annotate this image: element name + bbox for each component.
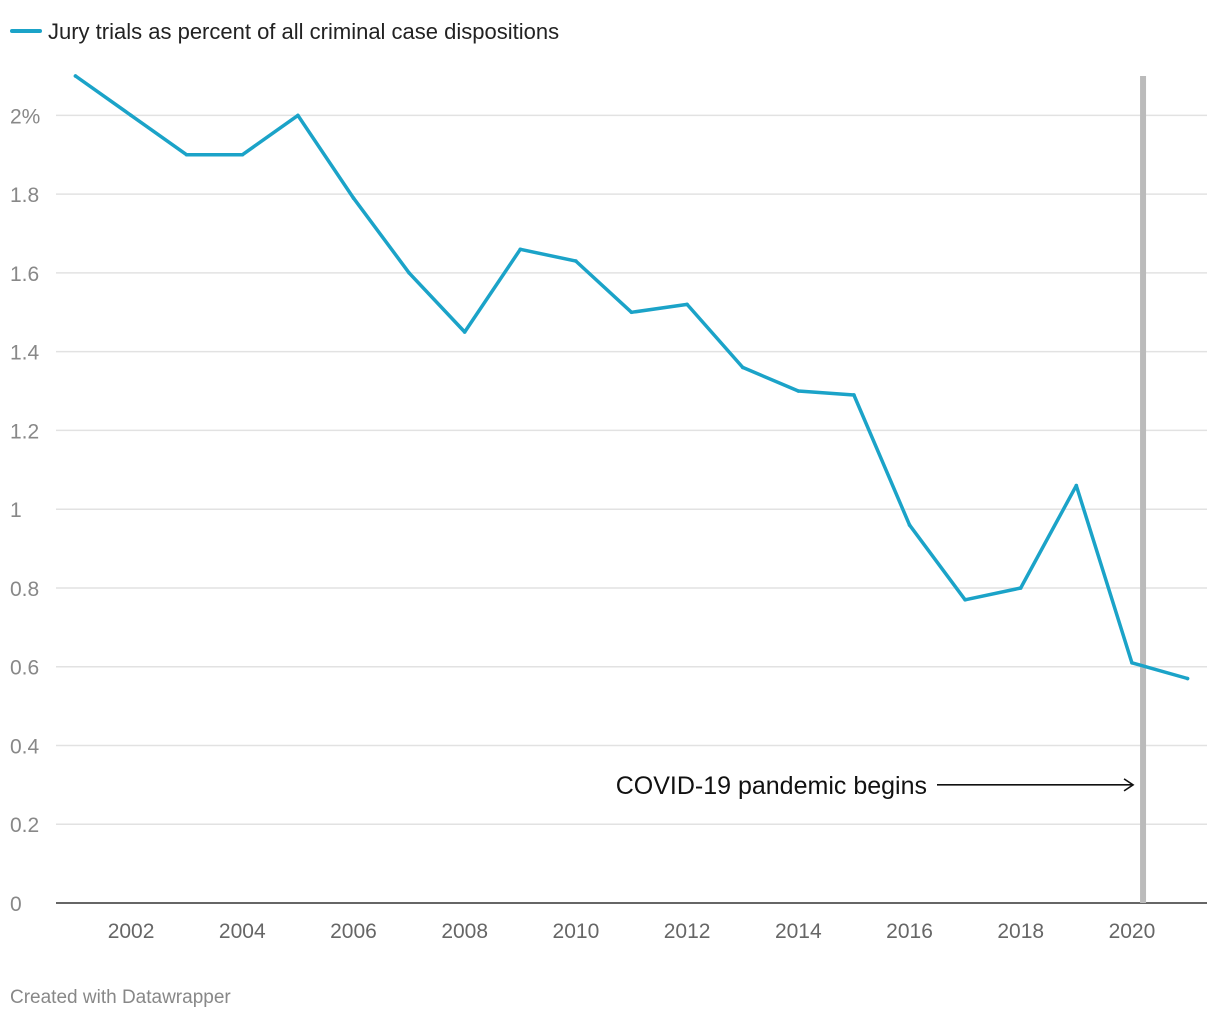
data-point — [1130, 660, 1134, 665]
x-axis-ticks: 2002 2004 2006 2008 2010 2012 2014 2016 2018 2020 — [108, 920, 1156, 943]
x-tick-label: 2006 — [330, 920, 377, 943]
y-axis-ticks: 0 0.2 0.4 0.6 0.8 1 1.2 1.4 1.6 1.8 2% — [10, 105, 40, 916]
series-layer — [73, 74, 1190, 681]
covid-annotation-label: COVID-19 pandemic begins — [616, 772, 927, 800]
credit-text: Created with Datawrapper — [10, 987, 231, 1008]
data-point — [296, 113, 300, 118]
x-tick-label: 2010 — [553, 920, 600, 943]
y-tick-label: 0.8 — [10, 578, 39, 601]
data-point — [907, 523, 912, 527]
data-point — [129, 113, 133, 118]
x-tick-label: 2016 — [886, 920, 933, 943]
legend: Jury trials as percent of all criminal c… — [10, 19, 559, 44]
x-tick-label: 2014 — [775, 920, 822, 943]
annotation-layer: COVID-19 pandemic begins — [616, 772, 1135, 800]
x-tick-label: 2020 — [1109, 920, 1156, 943]
data-point — [685, 302, 689, 307]
y-tick-label: 1 — [10, 499, 22, 522]
data-point — [796, 389, 801, 393]
data-point — [852, 393, 856, 397]
data-point — [963, 597, 967, 602]
data-point — [1074, 483, 1079, 488]
data-point — [1185, 676, 1190, 681]
x-tick-label: 2008 — [441, 920, 488, 943]
data-point — [351, 196, 356, 200]
y-tick-label: 1.6 — [10, 263, 39, 286]
data-point — [184, 152, 189, 157]
x-tick-label: 2004 — [219, 920, 266, 943]
annotation-arrow-head — [1123, 778, 1135, 792]
y-tick-label: 2% — [10, 105, 40, 128]
y-tick-label: 0.6 — [10, 657, 39, 680]
data-point — [629, 310, 634, 315]
data-point — [1018, 586, 1023, 590]
y-tick-label: 0.2 — [10, 814, 39, 837]
legend-label: Jury trials as percent of all criminal c… — [48, 19, 559, 44]
y-tick-label: 0.4 — [10, 735, 40, 758]
data-point — [740, 365, 745, 370]
data-point — [518, 247, 523, 252]
x-tick-label: 2002 — [108, 920, 155, 943]
y-tick-label: 1.8 — [10, 184, 39, 207]
data-point — [574, 259, 578, 263]
gridlines — [56, 114, 1207, 904]
x-tick-label: 2012 — [664, 920, 711, 943]
x-tick-label: 2018 — [997, 920, 1044, 943]
data-point — [73, 74, 78, 78]
y-tick-label: 1.4 — [10, 342, 40, 365]
data-point — [462, 330, 467, 334]
y-tick-label: 1.2 — [10, 420, 39, 443]
data-point — [240, 152, 245, 157]
y-tick-label: 0 — [10, 893, 22, 916]
data-point — [407, 271, 411, 275]
